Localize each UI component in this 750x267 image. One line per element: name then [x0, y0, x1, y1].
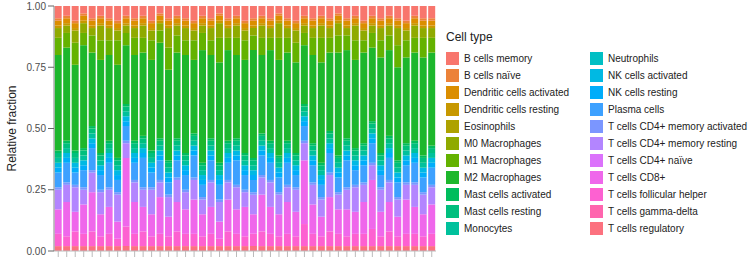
- html-text:T cells CD4+ memory resting: T cells CD4+ memory resting: [608, 138, 737, 149]
- html-text:Eosinophils: Eosinophils: [464, 121, 516, 132]
- html-text:NK cells resting: NK cells resting: [608, 87, 678, 98]
- html-text:Monocytes: Monocytes: [464, 223, 513, 234]
- html-text:M2 Macrophages: M2 Macrophages: [464, 172, 542, 183]
- html-text:Cell type: Cell type: [446, 30, 493, 44]
- html-text:M0 Macrophages: M0 Macrophages: [464, 138, 542, 149]
- html-text:T cells regulatory: T cells regulatory: [608, 223, 684, 234]
- html-text:Plasma cells: Plasma cells: [608, 104, 665, 115]
- html-text:T cells follicular helper: T cells follicular helper: [608, 189, 707, 200]
- svg-text:0.25: 0.25: [27, 184, 47, 195]
- html-text:T cells CD4+ memory activated: T cells CD4+ memory activated: [608, 121, 747, 132]
- svg-text:0.50: 0.50: [27, 123, 47, 134]
- html-text:M1 Macrophages: M1 Macrophages: [464, 155, 542, 166]
- html-text:B cells naïve: B cells naïve: [464, 70, 521, 81]
- html-text:T cells CD4+ naïve: T cells CD4+ naïve: [608, 155, 693, 166]
- html-text:T cells CD8+: T cells CD8+: [608, 172, 666, 183]
- html-text:Mast cells activated: Mast cells activated: [464, 189, 552, 200]
- html-text:B cells memory: B cells memory: [464, 53, 533, 64]
- svg-text:0.75: 0.75: [27, 62, 47, 73]
- html-text:Dendritic cells activated: Dendritic cells activated: [464, 87, 569, 98]
- html-text:Neutrophils: Neutrophils: [608, 53, 659, 64]
- html-text:T cells gamma-delta: T cells gamma-delta: [608, 206, 698, 217]
- html-text:NK cells activated: NK cells activated: [608, 70, 688, 81]
- html-text:Dendritic cells resting: Dendritic cells resting: [464, 104, 559, 115]
- svg-text:Relative fraction: Relative fraction: [8, 85, 19, 171]
- html-text:Mast cells resting: Mast cells resting: [464, 206, 542, 217]
- svg-text:0.00: 0.00: [27, 246, 47, 257]
- svg-text:1.00: 1.00: [27, 1, 47, 12]
